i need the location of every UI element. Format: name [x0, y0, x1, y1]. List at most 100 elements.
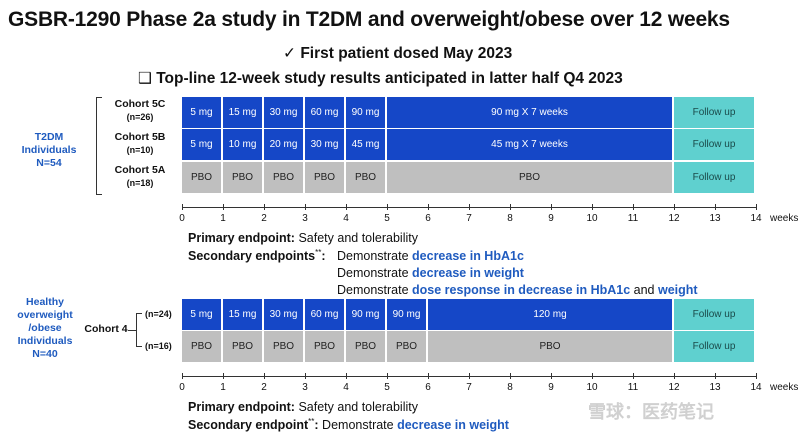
bullet-first-patient: ✓ First patient dosed May 2023 — [283, 44, 512, 63]
cohort-5b-follow-up: Follow up — [674, 129, 754, 160]
healthy-primary-endpoint-label: Primary endpoint: — [188, 400, 295, 414]
t2dm-tick-label: 8 — [507, 213, 513, 224]
cohort-4-label: Cohort 4 — [84, 323, 128, 335]
cohort-5b-n: (n=10) — [126, 145, 154, 155]
t2dm-secondary-endpoints-label: Secondary endpoints**: — [188, 248, 326, 264]
cohort-5b-name: Cohort 5B — [114, 131, 166, 143]
cohort-5b-maintenance-dose: 45 mg X 7 weeks — [387, 129, 672, 160]
healthy-secondary-endpoint-label: Secondary endpoint — [188, 418, 309, 433]
cohort-4-week4-placebo: PBO — [305, 331, 344, 362]
healthy-secondary-endpoint: Secondary endpoint**: Demonstrate decrea… — [188, 417, 509, 433]
healthy-tick — [633, 373, 634, 379]
cohort-5b-label: Cohort 5B (n=10) — [102, 131, 178, 157]
t2dm-secondary-3-highlight2: weight — [658, 283, 698, 297]
t2dm-tick — [551, 204, 552, 210]
t2dm-secondary-endpoint-dose-response: Demonstrate dose response in decrease in… — [337, 283, 698, 297]
healthy-tick-label: 3 — [302, 382, 308, 393]
t2dm-tick-label: 1 — [220, 213, 226, 224]
t2dm-tick — [387, 204, 388, 210]
healthy-tick-label: 4 — [343, 382, 349, 393]
t2dm-bracket-top — [96, 97, 102, 98]
cohort-4-week2-dose: 15 mg — [223, 299, 262, 330]
cohort-5c-week4-dose: 60 mg — [305, 97, 344, 128]
t2dm-secondary-1-highlight: decrease in HbA1c — [412, 249, 524, 263]
cohort-4-week3-placebo: PBO — [264, 331, 303, 362]
t2dm-tick-label: 7 — [466, 213, 472, 224]
t2dm-tick-label: 9 — [548, 213, 554, 224]
t2dm-tick-label: 4 — [343, 213, 349, 224]
t2dm-tick-label: 0 — [179, 213, 185, 224]
cohort-4-week6-dose: 90 mg — [387, 299, 426, 330]
check-icon: ✓ — [283, 45, 296, 62]
cohort-5a-week4-placebo: PBO — [305, 162, 344, 193]
bullet-topline: ❑ Top-line 12-week study results anticip… — [138, 69, 623, 88]
page-title: GSBR-1290 Phase 2a study in T2DM and ove… — [8, 8, 730, 31]
t2dm-tick — [715, 204, 716, 210]
cohort-4-maintenance-placebo: PBO — [428, 331, 672, 362]
healthy-primary-endpoint: Primary endpoint: Safety and tolerabilit… — [188, 400, 418, 414]
cohort-4-active-n: (n=24) — [145, 309, 172, 319]
t2dm-tick — [223, 204, 224, 210]
t2dm-tick-label: 3 — [302, 213, 308, 224]
healthy-secondary-prefix: Demonstrate — [322, 418, 398, 433]
t2dm-secondary-endpoints-title: Secondary endpoints — [188, 249, 316, 264]
t2dm-tick-label: 11 — [627, 213, 639, 224]
healthy-tick-label: 13 — [709, 382, 721, 393]
healthy-tick — [551, 373, 552, 379]
cohort-5c-week3-dose: 30 mg — [264, 97, 303, 128]
healthy-group-label: Healthy overweight /obese Individuals N=… — [17, 296, 73, 360]
t2dm-tick-label: 13 — [709, 213, 721, 224]
cohort-5a-week1-placebo: PBO — [182, 162, 221, 193]
cohort-4-bracket-stem — [128, 330, 136, 331]
healthy-tick — [182, 373, 183, 379]
t2dm-secondary-1-prefix: Demonstrate — [337, 249, 413, 263]
healthy-tick — [592, 373, 593, 379]
cohort-5a-maintenance-placebo: PBO — [387, 162, 672, 193]
t2dm-secondary-2-highlight: decrease in weight — [412, 266, 524, 280]
cohort-4-maintenance-dose: 120 mg — [428, 299, 672, 330]
healthy-tick — [510, 373, 511, 379]
healthy-tick-label: 7 — [466, 382, 472, 393]
cohort-4-week1-placebo: PBO — [182, 331, 221, 362]
t2dm-tick — [469, 204, 470, 210]
cohort-4-week5-placebo: PBO — [346, 331, 385, 362]
cohort-5a-week3-placebo: PBO — [264, 162, 303, 193]
cohort-5c-week1-dose: 5 mg — [182, 97, 221, 128]
t2dm-tick — [346, 204, 347, 210]
t2dm-tick-label: 14 — [750, 213, 762, 224]
healthy-tick — [715, 373, 716, 379]
healthy-tick-label: 8 — [507, 382, 513, 393]
healthy-tick-label: 11 — [627, 382, 639, 393]
t2dm-tick — [756, 204, 757, 210]
healthy-tick — [387, 373, 388, 379]
t2dm-axis-unit: weeks — [770, 213, 799, 224]
healthy-tick — [305, 373, 306, 379]
t2dm-tick-label: 6 — [425, 213, 431, 224]
cohort-5b-week5-dose: 45 mg — [346, 129, 385, 160]
cohort-4-placebo-n: (n=16) — [145, 341, 172, 351]
bullet-topline-text: Top-line 12-week study results anticipat… — [156, 70, 623, 87]
cohort-4-week2-placebo: PBO — [223, 331, 262, 362]
t2dm-primary-endpoint-text: Safety and tolerability — [298, 231, 418, 245]
healthy-tick — [346, 373, 347, 379]
healthy-tick — [756, 373, 757, 379]
cohort-4-week5-dose: 90 mg — [346, 299, 385, 330]
t2dm-tick-label: 12 — [668, 213, 680, 224]
t2dm-secondary-3-highlight: dose response in decrease in HbA1c — [412, 283, 631, 297]
healthy-tick-label: 5 — [384, 382, 390, 393]
cohort-5c-week2-dose: 15 mg — [223, 97, 262, 128]
t2dm-bracket-bottom — [96, 194, 102, 195]
cohort-4-week4-dose: 60 mg — [305, 299, 344, 330]
cohort-5b-week2-dose: 10 mg — [223, 129, 262, 160]
cohort-5c-label: Cohort 5C (n=26) — [102, 98, 178, 124]
t2dm-secondary-2-prefix: Demonstrate — [337, 266, 413, 280]
cohort-5c-follow-up: Follow up — [674, 97, 754, 128]
cohort-5a-week2-placebo: PBO — [223, 162, 262, 193]
healthy-primary-endpoint-text: Safety and tolerability — [298, 400, 418, 414]
cohort-4-active-follow-up: Follow up — [674, 299, 754, 330]
cohort-5a-label: Cohort 5A (n=18) — [102, 164, 178, 190]
healthy-secondary-asterisks: ** — [308, 417, 315, 426]
t2dm-secondary-asterisks: ** — [315, 248, 322, 257]
cohort-4-week1-dose: 5 mg — [182, 299, 221, 330]
cohort-5a-n: (n=18) — [126, 178, 154, 188]
